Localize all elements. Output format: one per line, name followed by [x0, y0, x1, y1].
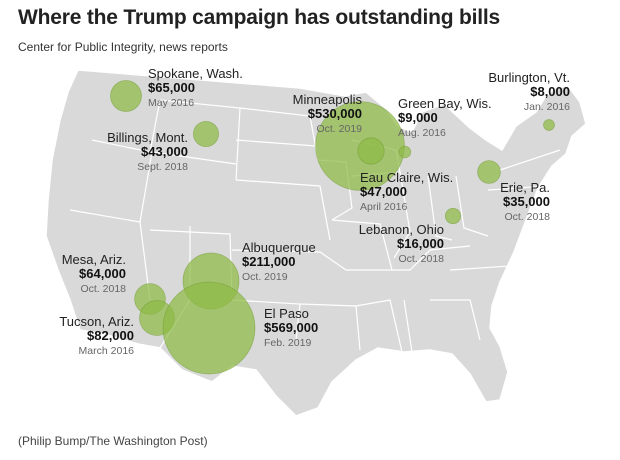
- bubble-billings-mont: [192, 121, 219, 148]
- border-line: [151, 151, 237, 165]
- border-line: [346, 245, 471, 271]
- photo-credit: (Philip Bump/The Washington Post): [18, 434, 208, 448]
- border-line: [430, 299, 481, 341]
- bubble-spokane-wash: [110, 80, 142, 112]
- bubble-el-paso: [162, 281, 256, 375]
- label-amount-eau-claire-wis: $47,000: [360, 184, 407, 199]
- label-date-eau-claire-wis: April 2016: [360, 201, 407, 213]
- label-place-el-paso: El Paso: [264, 306, 309, 321]
- label-amount-minneapolis: $530,000: [308, 106, 362, 121]
- label-amount-tucson-ariz: $82,000: [87, 328, 134, 343]
- border-line: [403, 299, 413, 353]
- label-date-mesa-ariz: Oct. 2018: [80, 283, 126, 295]
- bubble-eau-claire-wis: [357, 137, 385, 165]
- label-place-billings-mont: Billings, Mont.: [107, 130, 188, 145]
- label-amount-spokane-wash: $65,000: [148, 80, 195, 95]
- border-line: [487, 185, 549, 191]
- label-date-albuquerque: Oct. 2019: [242, 271, 288, 283]
- border-line: [235, 139, 317, 147]
- bubble-lebanon-ohio: [444, 207, 462, 225]
- label-place-erie-pa: Erie, Pa.: [500, 180, 550, 195]
- label-date-spokane-wash: May 2016: [148, 97, 194, 109]
- label-amount-albuquerque: $211,000: [242, 254, 296, 269]
- label-amount-burlington-vt: $8,000: [530, 84, 570, 99]
- label-amount-lebanon-ohio: $16,000: [397, 236, 444, 251]
- border-line: [393, 171, 411, 259]
- bubble-erie-pa: [477, 160, 501, 184]
- map-title: Where the Trump campaign has outstanding…: [18, 6, 501, 29]
- label-amount-erie-pa: $35,000: [503, 194, 550, 209]
- us-land: [45, 69, 587, 417]
- border-line: [499, 149, 561, 171]
- label-place-green-bay-wis: Green Bay, Wis.: [398, 96, 492, 111]
- label-place-mesa-ariz: Mesa, Ariz.: [62, 252, 126, 267]
- bubble-green-bay-wis: [398, 145, 412, 159]
- label-place-eau-claire-wis: Eau Claire, Wis.: [360, 170, 453, 185]
- label-date-tucson-ariz: March 2016: [79, 345, 135, 357]
- label-place-lebanon-ohio: Lebanon, Ohio: [359, 222, 444, 237]
- label-date-green-bay-wis: Aug. 2016: [398, 127, 446, 139]
- border-line: [449, 265, 511, 271]
- border-line: [331, 219, 393, 271]
- bubble-layer: [110, 80, 555, 375]
- label-date-minneapolis: Oct. 2019: [316, 123, 362, 135]
- label-place-tucson-ariz: Tucson, Ariz.: [59, 314, 134, 329]
- label-amount-billings-mont: $43,000: [141, 144, 188, 159]
- label-date-erie-pa: Oct. 2018: [504, 211, 550, 223]
- label-place-minneapolis: Minneapolis: [293, 92, 363, 107]
- border-line: [235, 179, 331, 241]
- label-date-lebanon-ohio: Oct. 2018: [398, 253, 444, 265]
- label-date-billings-mont: Sept. 2018: [137, 161, 188, 173]
- border-line: [91, 99, 161, 153]
- label-amount-green-bay-wis: $9,000: [398, 110, 438, 125]
- bubble-burlington-vt: [543, 119, 555, 131]
- border-line: [427, 175, 453, 241]
- label-place-albuquerque: Albuquerque: [242, 240, 316, 255]
- label-amount-mesa-ariz: $64,000: [79, 266, 126, 281]
- label-date-burlington-vt: Jan. 2016: [524, 101, 570, 113]
- label-place-spokane-wash: Spokane, Wash.: [148, 66, 243, 81]
- border-line: [355, 299, 403, 353]
- map-source: Center for Public Integrity, news report…: [18, 40, 228, 54]
- border-line: [231, 249, 347, 271]
- border-line: [139, 151, 153, 223]
- label-amount-el-paso: $569,000: [264, 320, 318, 335]
- label-date-el-paso: Feb. 2019: [264, 337, 311, 349]
- label-place-burlington-vt: Burlington, Vt.: [488, 70, 570, 85]
- us-outline: [45, 69, 587, 417]
- label-layer: Spokane, Wash.$65,000 May 2016 Billings, M…: [59, 66, 570, 357]
- border-line: [455, 175, 489, 237]
